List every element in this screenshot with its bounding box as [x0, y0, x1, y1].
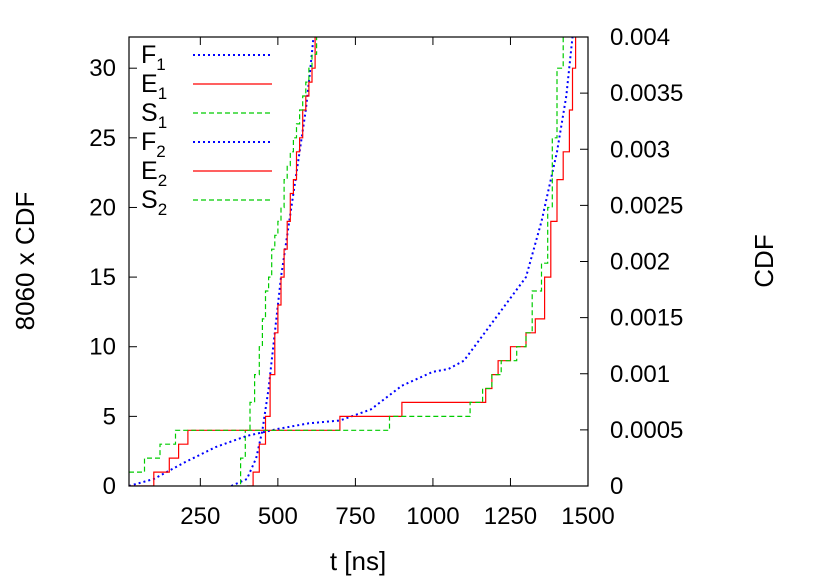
series-line-e2: [129, 37, 577, 486]
y-right-tick-label: 0.004: [610, 24, 670, 51]
tick-layer: 250 500 750 1000 1250 1500 0 5 10 15 20 25 30 0 0.0005…: [89, 24, 683, 530]
y-left-tick-label: 25: [89, 125, 116, 152]
y-right-tick-label: 0.0005: [610, 417, 683, 444]
x-tick-label: 1250: [484, 503, 537, 530]
plot-frame: [128, 36, 589, 487]
x-tick-label: 250: [180, 503, 220, 530]
series-layer: [129, 37, 577, 486]
y-left-tick-label: 5: [103, 403, 116, 430]
series-line-f1: [230, 37, 315, 486]
y-left-tick-label: 0: [103, 473, 116, 500]
y-right-tick-label: 0.0035: [610, 80, 683, 107]
y-left-tick-label: 15: [89, 264, 116, 291]
y-left-tick-label: 30: [89, 55, 116, 82]
series-line-e1: [246, 37, 316, 486]
x-tick-label: 750: [335, 503, 375, 530]
y-left-tick-label: 10: [89, 334, 116, 361]
y-left-tick-label: 20: [89, 194, 116, 221]
series-line-s1: [234, 37, 318, 486]
y-right-tick-label: 0.0025: [610, 192, 683, 219]
y-axis-right-title: CDF: [749, 234, 779, 287]
y-right-tick-label: 0.002: [610, 249, 670, 276]
x-tick-label: 500: [258, 503, 298, 530]
y-right-tick-label: 0.003: [610, 136, 670, 163]
x-axis-title: t [ns]: [330, 546, 386, 576]
y-right-tick-label: 0.0015: [610, 305, 683, 332]
legend-label-s2: S2: [141, 186, 167, 219]
x-tick-label: 1000: [406, 503, 459, 530]
y-axis-left-title: 8060 x CDF: [10, 192, 40, 331]
y-right-tick-label: 0.001: [610, 361, 670, 388]
series-line-f2: [129, 37, 574, 486]
series-line-s2: [129, 37, 564, 473]
y-right-tick-label: 0: [610, 473, 623, 500]
x-tick-label: 1500: [561, 503, 614, 530]
